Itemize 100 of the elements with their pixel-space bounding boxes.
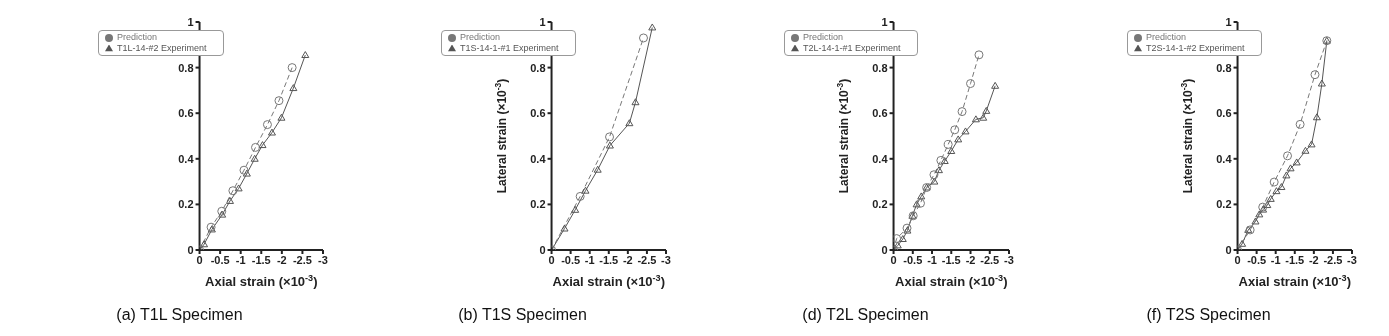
- point: [957, 107, 967, 117]
- y-tick-label: 0.2: [530, 198, 546, 211]
- text: (d) T2L Specimen: [801, 306, 930, 324]
- x-tick-label: -0.5: [1247, 253, 1267, 266]
- point: [934, 166, 943, 174]
- x-tick-label: -2: [965, 253, 976, 266]
- y-tick-label: 0: [539, 243, 546, 256]
- legend-label: Prediction: [117, 32, 158, 42]
- point: [943, 139, 953, 149]
- point: [1266, 194, 1275, 202]
- x-tick-label: -2: [1308, 253, 1319, 266]
- y-tick-label: 0.8: [530, 61, 546, 74]
- x-tick-label: -1: [1270, 253, 1281, 266]
- point: [982, 106, 991, 114]
- point: [936, 155, 946, 165]
- y-tick-label: 1: [187, 15, 194, 28]
- x-tick-label: 0: [1234, 253, 1241, 266]
- x-tick-label: -0.5: [561, 253, 581, 266]
- legend-label: T2L-14-1-#1 Experiment: [803, 43, 901, 53]
- y-tick-label: 0.2: [872, 198, 888, 211]
- text: (a) T1L Specimen: [115, 306, 244, 324]
- point: [917, 192, 926, 200]
- point: [251, 142, 261, 152]
- point: [974, 50, 984, 60]
- legend-label: Prediction: [460, 32, 501, 42]
- x-tick-label: 0: [196, 253, 203, 266]
- point: [267, 128, 276, 136]
- point: [648, 23, 657, 31]
- point: [950, 125, 960, 135]
- x-tick-label: -0.5: [210, 253, 230, 266]
- y-tick-label: 0.6: [1216, 107, 1232, 120]
- y-tick-label: 0.8: [1216, 61, 1232, 74]
- y-tick-label: 0: [881, 243, 888, 256]
- point: [274, 96, 284, 106]
- x-tick-label: -0.5: [903, 253, 923, 266]
- x-tick-label: -2.5: [980, 253, 1000, 266]
- point: [287, 63, 297, 73]
- x-tick-label: -2: [622, 253, 633, 266]
- point: [218, 210, 227, 218]
- y-tick-label: 0.8: [872, 61, 888, 74]
- x-axis-title: Axial strain (×10$^{-3}$): [205, 273, 318, 289]
- point: [1286, 164, 1295, 172]
- point: [966, 79, 976, 89]
- point: [228, 186, 238, 196]
- point: [1263, 201, 1272, 209]
- text: (b) T1S Specimen: [457, 306, 588, 324]
- point: [893, 234, 902, 244]
- point: [1251, 217, 1260, 225]
- point: [226, 196, 234, 204]
- point: [1238, 239, 1247, 247]
- y-tick-label: 0: [1225, 243, 1232, 256]
- y-tick-label: 0.6: [178, 107, 194, 120]
- point: [1269, 177, 1279, 187]
- point: [929, 170, 939, 180]
- point: [1272, 187, 1281, 195]
- x-tick-label: -1: [235, 253, 246, 266]
- point: [898, 235, 907, 243]
- point: [239, 165, 249, 175]
- x-tick-label: -1.5: [1285, 253, 1305, 266]
- x-tick-label: -1.5: [599, 253, 619, 266]
- point: [1317, 79, 1326, 87]
- point: [1282, 171, 1291, 179]
- point: [947, 147, 956, 154]
- point: [1301, 146, 1310, 154]
- point: [912, 200, 921, 208]
- point: [234, 184, 243, 192]
- point: [560, 224, 569, 232]
- point: [250, 154, 259, 162]
- point: [575, 191, 585, 201]
- x-tick-label: -2.5: [637, 253, 657, 266]
- x-axis-title: Axial strain (×10$^{-3}$): [895, 273, 1008, 289]
- point: [571, 205, 580, 213]
- point: [631, 98, 640, 106]
- point: [1283, 151, 1293, 161]
- point: [930, 177, 939, 185]
- y-tick-label: 0.6: [872, 107, 888, 120]
- legend-label: T2S-14-1-#2 Experiment: [1146, 43, 1245, 53]
- y-tick-label: 1: [881, 15, 888, 28]
- point: [242, 169, 251, 177]
- x-tick-label: -1: [584, 253, 595, 266]
- x-tick-label: -2: [276, 253, 287, 266]
- x-axis-title: Axial strain (×10$^{-3}$): [1238, 273, 1352, 289]
- point: [605, 132, 615, 142]
- y-tick-label: 0.4: [530, 152, 547, 165]
- point: [605, 141, 614, 149]
- point: [1295, 119, 1305, 129]
- x-tick-label: -1.5: [941, 253, 961, 266]
- point: [1310, 70, 1320, 80]
- point: [217, 206, 227, 216]
- point: [1307, 140, 1316, 148]
- x-tick-label: -3: [1004, 253, 1014, 266]
- point: [277, 113, 286, 121]
- legend-label: T1S-14-1-#1 Experiment: [460, 43, 559, 53]
- y-tick-label: 0.4: [1216, 152, 1233, 165]
- point: [289, 84, 298, 92]
- y-tick-label: 1: [1225, 15, 1232, 28]
- x-tick-label: -3: [661, 253, 671, 266]
- point: [200, 240, 209, 248]
- y-tick-label: 0.2: [1216, 198, 1232, 211]
- legend-label: Prediction: [1146, 32, 1187, 42]
